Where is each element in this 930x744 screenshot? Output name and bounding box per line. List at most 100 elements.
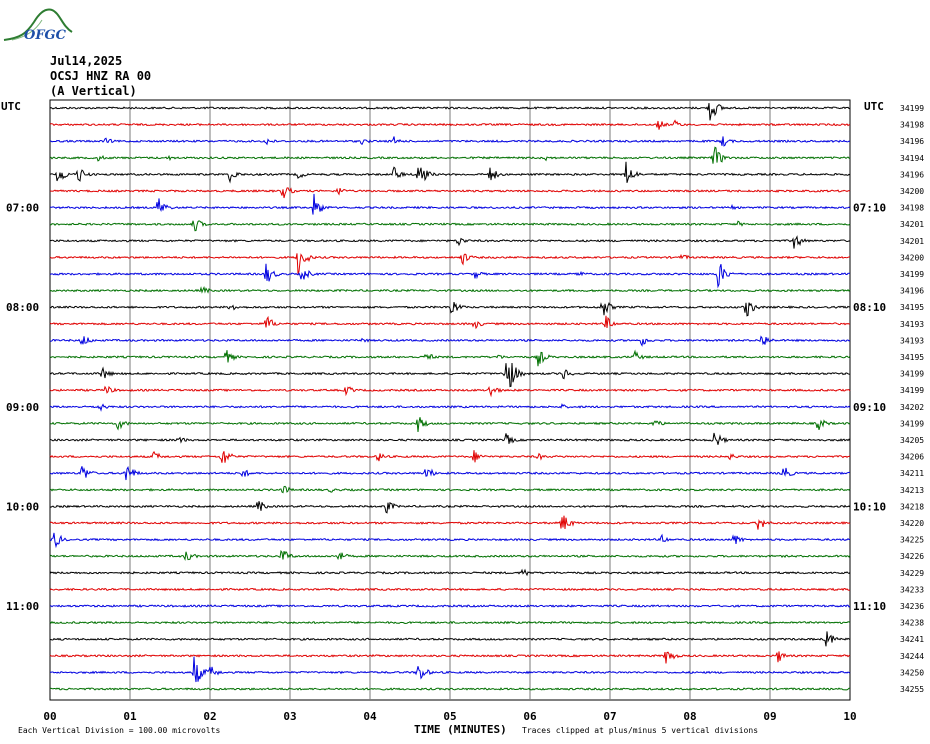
trace-value-label: 34250: [900, 668, 924, 677]
ofgc-logo: OFGC: [2, 4, 74, 46]
trace-27: [49, 549, 851, 562]
trace-value-label: 34193: [900, 336, 924, 345]
trace-value-label: 34229: [900, 569, 924, 578]
left-hour-label: 11:00: [6, 600, 39, 613]
axis-labels: 00 01 02 03 04 05 06 07 08 09 10 07:00 08:00 09:00 10:…: [6, 104, 924, 723]
trace-23: [49, 485, 851, 494]
trace-16: [49, 362, 851, 388]
trace-value-label: 34218: [900, 502, 924, 511]
trace-24: [49, 501, 851, 514]
trace-7: [49, 220, 851, 232]
trace-13: [49, 315, 851, 330]
left-hour-label: 08:00: [6, 301, 39, 314]
trace-31: [49, 620, 851, 625]
x-tick-label: 08: [683, 710, 696, 723]
trace-value-label: 34213: [900, 486, 924, 495]
trace-value-label: 34196: [900, 287, 924, 296]
trace-17: [49, 385, 851, 398]
trace-value-label: 34199: [900, 419, 924, 428]
x-tick-label: 01: [123, 710, 137, 723]
trace-value-label: 34195: [900, 303, 924, 312]
trace-value-label: 34225: [900, 536, 924, 545]
ofgc-logo-mark: [3, 8, 73, 41]
trace-value-label: 34226: [900, 552, 924, 561]
trace-25: [49, 515, 851, 530]
trace-30: [49, 604, 851, 608]
trace-value-label: 34202: [900, 403, 924, 412]
right-hour-label: 10:10: [853, 500, 886, 513]
trace-value-label: 34199: [900, 386, 924, 395]
trace-value-label: 34201: [900, 220, 924, 229]
trace-value-label: 34238: [900, 619, 924, 628]
x-axis-title: TIME (MINUTES): [414, 723, 507, 736]
trace-4: [49, 161, 851, 184]
x-tick-label: 02: [203, 710, 216, 723]
x-tick-label: 06: [523, 710, 537, 723]
clip-note: Traces clipped at plus/minus 5 vertical …: [522, 726, 759, 735]
trace-22: [49, 465, 850, 481]
plot-grid: [49, 99, 851, 701]
trace-20: [49, 432, 851, 445]
trace-18: [50, 403, 851, 412]
trace-value-label: 34255: [900, 685, 924, 694]
trace-32: [49, 631, 851, 647]
right-hour-label: 08:10: [853, 301, 886, 314]
trace-value-label: 34200: [900, 187, 924, 196]
trace-value-label: 34199: [900, 370, 924, 379]
left-hour-label: 10:00: [6, 500, 39, 513]
left-hour-label: 09:00: [6, 401, 39, 414]
x-tick-label: 03: [283, 710, 296, 723]
trace-value-label: 34200: [900, 253, 924, 262]
trace-0: [49, 103, 851, 121]
trace-group: [49, 103, 851, 691]
header-component: (A Vertical): [50, 84, 137, 98]
x-tick-label: 05: [443, 710, 456, 723]
trace-value-label: 34195: [900, 353, 924, 362]
trace-9: [49, 253, 851, 276]
trace-value-label: 34205: [900, 436, 924, 445]
trace-value-label: 34193: [900, 320, 924, 329]
trace-6: [49, 193, 851, 215]
trace-21: [49, 450, 851, 463]
trace-12: [49, 301, 851, 317]
trace-19: [49, 417, 851, 432]
trace-2: [49, 136, 851, 147]
logo-text: OFGC: [24, 28, 67, 43]
right-hour-label: 09:10: [853, 401, 886, 414]
trace-5: [49, 187, 851, 199]
x-tick-label: 00: [43, 710, 56, 723]
trace-15: [49, 349, 851, 367]
trace-34: [49, 656, 851, 683]
trace-33: [49, 651, 851, 664]
trace-14: [49, 335, 851, 347]
right-hour-label: 11:10: [853, 600, 886, 613]
trace-value-label: 34201: [900, 237, 924, 246]
trace-value-label: 34196: [900, 137, 924, 146]
trace-29: [49, 587, 851, 592]
trace-value-label: 34211: [900, 469, 924, 478]
trace-value-label: 34220: [900, 519, 924, 528]
trace-35: [49, 687, 850, 691]
trace-value-label: 34244: [900, 652, 924, 661]
scale-note: Each Vertical Division = 100.00 microvol…: [18, 726, 221, 735]
trace-value-label: 34236: [900, 602, 924, 611]
x-tick-label: 09: [763, 710, 776, 723]
right-hour-label: 07:10: [853, 202, 886, 215]
left-timezone-label: UTC: [1, 100, 21, 113]
trace-3: [49, 146, 851, 164]
header-station: OCSJ HNZ RA 00: [50, 69, 152, 83]
trace-value-label: 34233: [900, 585, 924, 594]
trace-28: [49, 568, 851, 577]
trace-value-label: 34241: [900, 635, 924, 644]
right-timezone-label: UTC: [864, 100, 884, 113]
trace-value-label: 34206: [900, 453, 924, 462]
trace-value-label: 34198: [900, 121, 924, 130]
left-hour-label: 07:00: [6, 202, 39, 215]
trace-10: [49, 263, 851, 289]
trace-value-label: 34194: [900, 154, 924, 163]
header-date: Jul14,2025: [50, 54, 123, 68]
trace-value-label: 34199: [900, 270, 924, 279]
trace-value-label: 34196: [900, 170, 924, 179]
trace-26: [49, 532, 850, 549]
